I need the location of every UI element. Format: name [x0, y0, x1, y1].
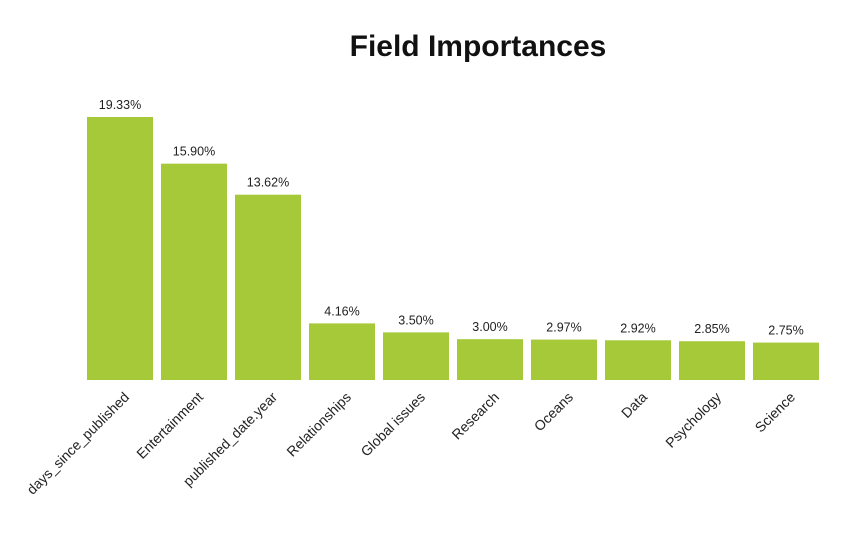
bar-5: [457, 339, 523, 380]
category-label-5: Research: [448, 389, 502, 443]
value-label-3: 4.16%: [324, 304, 359, 318]
bars-group: [87, 117, 819, 380]
bar-8: [679, 341, 745, 380]
bar-3: [309, 323, 375, 380]
bar-0: [87, 117, 153, 380]
value-label-4: 3.50%: [398, 313, 433, 327]
category-label-8: Psychology: [662, 389, 724, 451]
category-labels-group: days_since_published Entertainmentpublish…: [23, 389, 798, 498]
value-label-0: 19.33%: [99, 98, 141, 112]
value-labels-group: 19.33% 15.90% 13.62% 4.16% 3.50% 3.00% 2.97% 2.…: [99, 98, 804, 338]
category-label-1: Entertainment: [133, 389, 206, 462]
category-label-9: Science: [752, 389, 799, 436]
value-label-6: 2.97%: [546, 321, 581, 335]
chart-title: Field Importances: [350, 30, 607, 63]
bar-9: [753, 342, 819, 380]
value-label-8: 2.85%: [694, 322, 729, 336]
bar-2: [235, 194, 301, 380]
bar-4: [383, 332, 449, 380]
bar-7: [605, 340, 671, 380]
category-label-6: Oceans: [531, 389, 576, 434]
category-label-7: Data: [618, 389, 650, 421]
value-label-7: 2.92%: [620, 321, 655, 335]
value-label-9: 2.75%: [768, 324, 803, 338]
category-label-0: days_since_published: [23, 389, 132, 498]
value-label-2: 13.62%: [247, 176, 289, 190]
category-label-4: Global issues: [357, 389, 428, 460]
category-label-3: Relationships: [283, 389, 354, 460]
value-label-1: 15.90%: [173, 145, 215, 159]
bar-1: [161, 163, 227, 380]
value-label-5: 3.00%: [472, 320, 507, 334]
bar-6: [531, 339, 597, 380]
